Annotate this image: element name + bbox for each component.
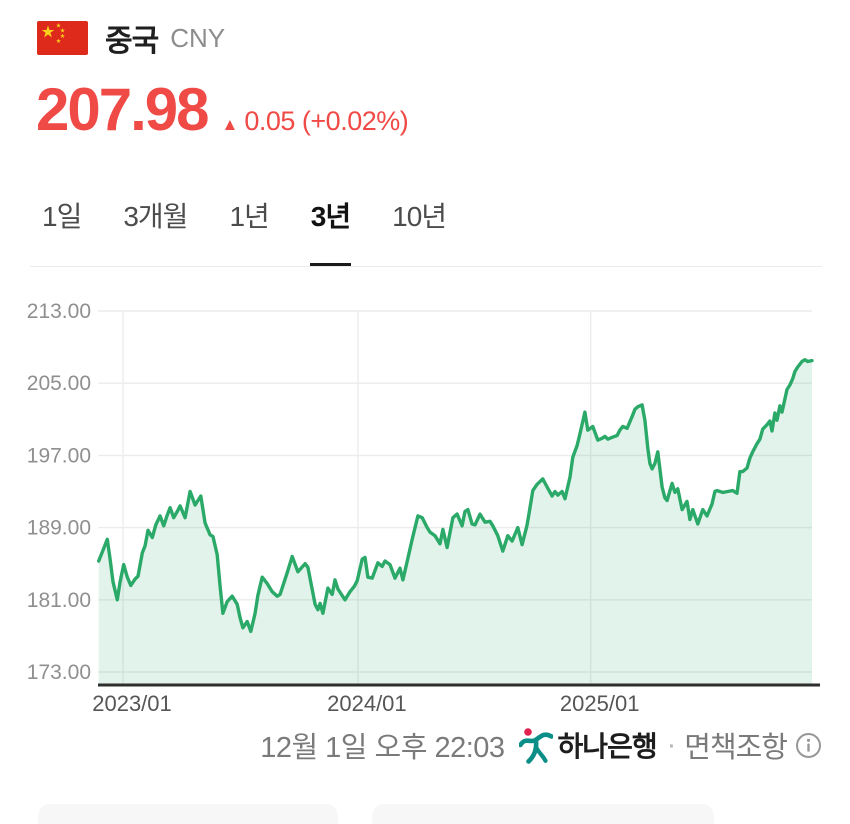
chart-line — [97, 358, 814, 634]
dot-separator: · — [666, 728, 677, 761]
flag-star — [41, 25, 55, 38]
tab-1년[interactable]: 1년 — [228, 200, 269, 267]
tabs-divider — [30, 266, 822, 267]
tab-3개월[interactable]: 3개월 — [122, 200, 188, 267]
china-flag-icon — [37, 21, 88, 55]
bottom-button-right[interactable] — [372, 804, 714, 824]
chart-area-fill — [98, 359, 812, 684]
flag-star — [60, 28, 65, 33]
provider-name: 하나은행 — [557, 731, 658, 762]
x-axis-line — [98, 683, 820, 687]
price-row: 207.98 ▲ 0.05 (+0.02%) — [36, 76, 409, 143]
header: 중국 CNY — [37, 16, 225, 60]
flag-star — [56, 38, 61, 44]
tab-3년[interactable]: 3년 — [309, 200, 351, 267]
exchange-rate-chart[interactable]: 213.00 205.00 197.00 189.00 181.00 173.002023… — [0, 300, 850, 720]
x-tick-label: 2025/01 — [560, 691, 640, 716]
disclaimer-link[interactable]: 면책조항 — [684, 732, 788, 764]
y-tick-label: 213.00 — [27, 300, 91, 323]
up-arrow-icon: ▲ — [221, 115, 239, 134]
footer: 12월 1일 오후 22:03 하나은행 · 면책조항 — [260, 724, 822, 766]
flag-star — [60, 33, 65, 39]
bottom-button-left[interactable] — [38, 804, 338, 824]
x-tick-label: 2024/01 — [327, 691, 407, 716]
x-tick-label: 2023/01 — [92, 691, 172, 716]
change-value: 0.05 — [244, 106, 295, 136]
flag-star — [56, 23, 61, 28]
y-tick-label: 205.00 — [27, 372, 91, 395]
country-name: 중국 — [105, 25, 159, 58]
info-icon[interactable] — [795, 732, 822, 759]
tab-10년[interactable]: 10년 — [391, 200, 447, 267]
price-change: 0.05 (+0.02%) — [244, 106, 408, 137]
y-tick-label: 181.00 — [27, 589, 91, 612]
timestamp: 12월 1일 오후 22:03 — [260, 732, 505, 764]
y-tick-label: 197.00 — [27, 444, 91, 467]
y-tick-label: 173.00 — [27, 661, 91, 684]
period-tabs: 1일 3개월 1년 3년 10년 — [41, 200, 447, 267]
tab-1일[interactable]: 1일 — [41, 200, 82, 267]
currency-code: CNY — [170, 22, 226, 53]
price-value: 207.98 — [36, 76, 210, 143]
change-percent: (+0.02%) — [301, 106, 409, 136]
y-tick-label: 189.00 — [27, 517, 91, 540]
hanabank-logo-icon — [518, 728, 553, 764]
